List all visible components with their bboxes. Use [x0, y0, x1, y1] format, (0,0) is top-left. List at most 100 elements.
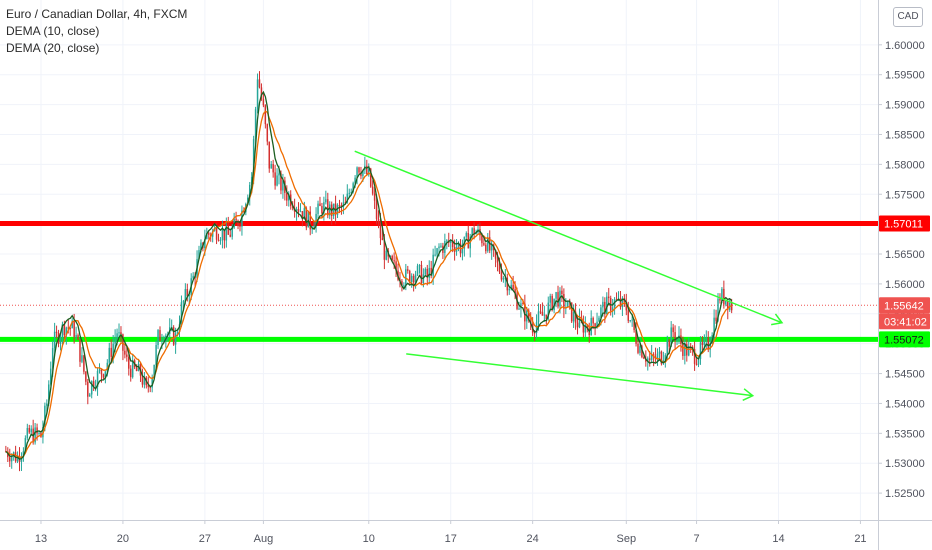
candle-body [280, 173, 282, 191]
candle-body [73, 320, 75, 337]
study-dema-10[interactable]: DEMA (10, close) [6, 24, 100, 38]
candle-body [321, 206, 323, 214]
candle-body [264, 105, 267, 125]
candle-body [92, 381, 95, 388]
candle-body [719, 298, 721, 301]
candle-body [48, 384, 50, 404]
candle-body [557, 292, 559, 307]
candle-body [100, 369, 103, 375]
candle-body [348, 192, 350, 194]
candle-body [410, 275, 413, 283]
candle-body [338, 205, 341, 207]
candle-body [176, 332, 179, 334]
candle-body [656, 353, 659, 360]
currency-button[interactable]: CAD [893, 7, 923, 27]
candle-body [67, 327, 70, 329]
candle-body [672, 327, 674, 333]
candle-body [340, 205, 343, 208]
candle-body [522, 303, 524, 305]
candle-body [500, 271, 503, 280]
candle-body [539, 311, 542, 313]
candle-body [721, 288, 723, 301]
candle-body [457, 243, 460, 247]
candle-body [141, 375, 144, 385]
current-price-label-bg [879, 297, 930, 314]
trend-arrowhead [771, 313, 784, 326]
price-tick-label: 1.53000 [885, 458, 925, 470]
time-tick-label: Aug [254, 533, 274, 545]
candle-body [713, 317, 715, 336]
candle-body [391, 255, 393, 261]
time-tick-label: 20 [117, 533, 129, 545]
candle-body [563, 294, 565, 309]
candle-body [303, 208, 306, 220]
candle-body [660, 351, 663, 364]
candle-body [674, 332, 676, 341]
candle-body [9, 457, 11, 462]
candle-body [295, 209, 298, 212]
candle-body [379, 221, 382, 239]
candle-body [592, 317, 594, 324]
candle-body [508, 288, 510, 291]
candle-body [301, 211, 304, 220]
candle-body [87, 381, 89, 397]
candle-body [59, 337, 62, 344]
price-tick-label: 1.59500 [885, 70, 925, 82]
candle-body [38, 432, 40, 434]
candle-body [598, 317, 600, 322]
candle-body [707, 337, 710, 350]
candle-body [465, 232, 468, 237]
candle-body [184, 289, 187, 302]
time-tick-label: Sep [617, 533, 637, 545]
candle-body [625, 301, 628, 311]
candle-body [555, 292, 557, 299]
candle-body [561, 290, 563, 295]
candle-body [596, 321, 598, 328]
candle-body [428, 267, 430, 278]
candle-body [231, 227, 233, 237]
candle-body [204, 239, 206, 248]
time-tick-label: 17 [445, 533, 457, 545]
study-dema-20[interactable]: DEMA (20, close) [6, 41, 100, 55]
candle-body [250, 177, 253, 185]
candle-body [606, 296, 608, 315]
candle-body [533, 332, 536, 334]
time-tick-label: 24 [527, 533, 539, 545]
candle-body [65, 327, 68, 336]
price-axis [878, 0, 932, 550]
candle-body [494, 250, 497, 259]
candle-body [471, 228, 473, 237]
candle-body [483, 243, 485, 245]
candle-body [395, 261, 397, 271]
candle-body [227, 225, 230, 235]
candle-body [446, 240, 448, 242]
candle-body [635, 330, 637, 344]
candle-body [418, 264, 421, 266]
candle-body [122, 334, 124, 351]
candle-body [543, 314, 546, 316]
candle-body [358, 167, 360, 173]
candle-body [157, 330, 159, 346]
trend-line [354, 150, 783, 324]
symbol-title[interactable]: Euro / Canadian Dollar, 4h, FXCM [6, 7, 188, 21]
candle-body [496, 258, 499, 263]
candle-body [51, 348, 54, 369]
candle-body [327, 199, 329, 216]
candle-body [16, 456, 19, 462]
candle-body [643, 357, 645, 359]
candle-body [288, 194, 290, 201]
candle-body [687, 346, 690, 356]
candle-body [393, 260, 395, 262]
time-tick-label: 14 [772, 533, 784, 545]
candle-body [297, 209, 300, 212]
candle-body [684, 343, 686, 356]
candle-body [278, 173, 280, 176]
dema-10-line [5, 90, 733, 460]
candle-body [403, 285, 405, 287]
candle-body [239, 226, 241, 228]
candle-body [328, 204, 331, 216]
candle-body [291, 206, 294, 209]
candle-body [528, 310, 530, 321]
